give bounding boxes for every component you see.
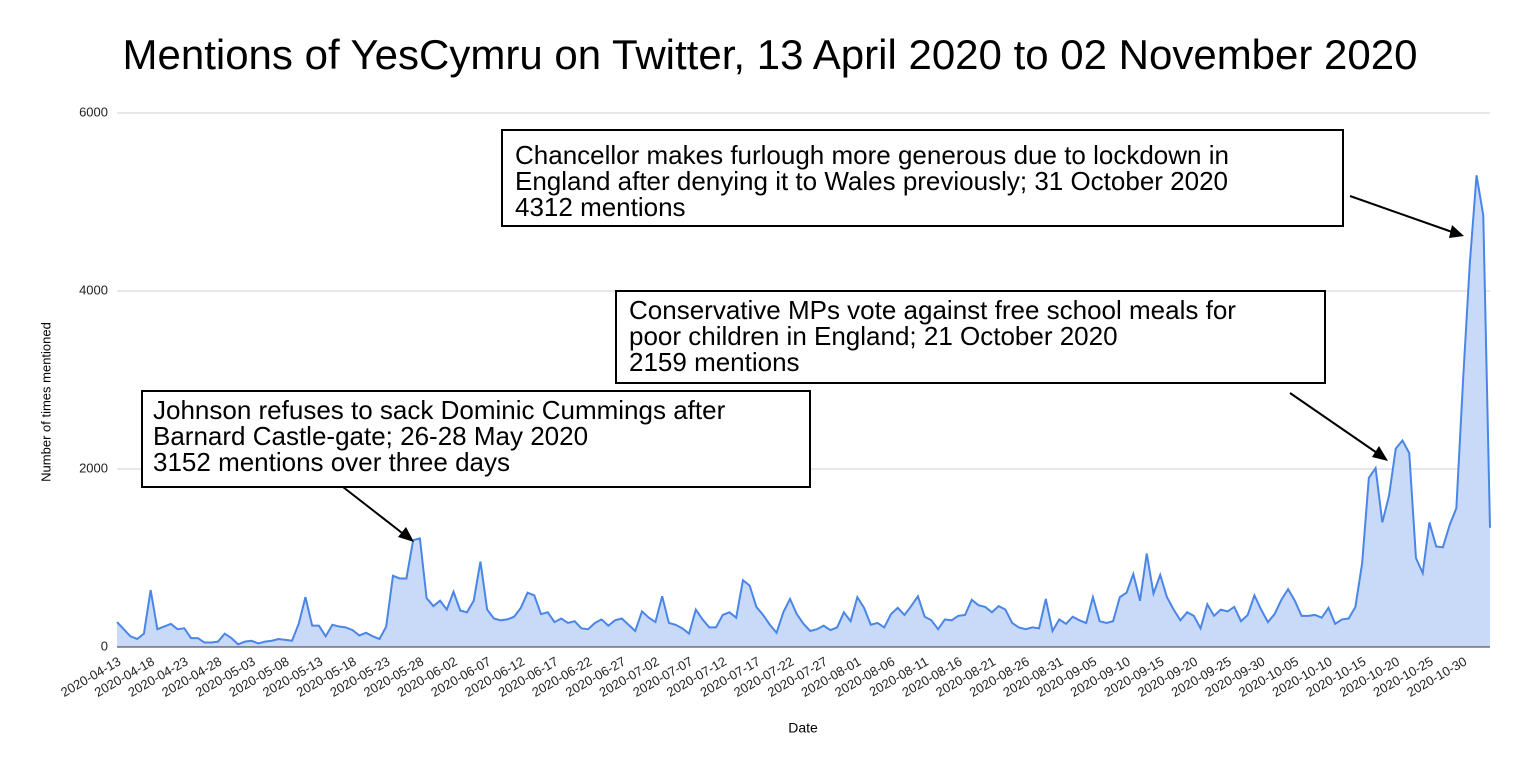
arrow (1289, 392, 1381, 456)
annotation-text: 3152 mentions over three days (153, 447, 510, 477)
y-tick-label: 0 (101, 638, 108, 653)
annotation-box (501, 129, 1344, 227)
x-axis-title: Date (788, 720, 818, 736)
annotation: Conservative MPs vote against free schoo… (615, 290, 1388, 461)
annotation-box (615, 290, 1326, 384)
annotation: Chancellor makes furlough more generous … (501, 129, 1464, 238)
arrow-head (1372, 446, 1388, 461)
arrow-head (1449, 225, 1464, 238)
annotation-text: Johnson refuses to sack Dominic Cummings… (153, 395, 726, 425)
annotation-text: 4312 mentions (515, 192, 686, 222)
annotation-text: Chancellor makes furlough more generous … (515, 140, 1229, 170)
annotation-box (141, 390, 811, 488)
annotation-text: Conservative MPs vote against free schoo… (629, 295, 1236, 325)
arrow (342, 486, 407, 537)
y-tick-label: 6000 (79, 104, 108, 119)
annotation-text: England after denying it to Wales previo… (515, 166, 1228, 196)
y-axis-title: Number of times mentioned (38, 322, 53, 482)
annotation-text: Barnard Castle-gate; 26-28 May 2020 (153, 421, 588, 451)
y-tick-label: 2000 (79, 460, 108, 475)
annotation: Johnson refuses to sack Dominic Cummings… (141, 390, 811, 542)
line (116, 175, 1491, 646)
arrow-head (398, 527, 414, 542)
annotation-text: 2159 mentions (629, 347, 800, 377)
chart-title: Mentions of YesCymru on Twitter, 13 Apri… (123, 31, 1418, 78)
annotation-text: poor children in England; 21 October 202… (629, 321, 1118, 351)
arrow (1349, 195, 1456, 234)
y-tick-label: 4000 (79, 282, 108, 297)
